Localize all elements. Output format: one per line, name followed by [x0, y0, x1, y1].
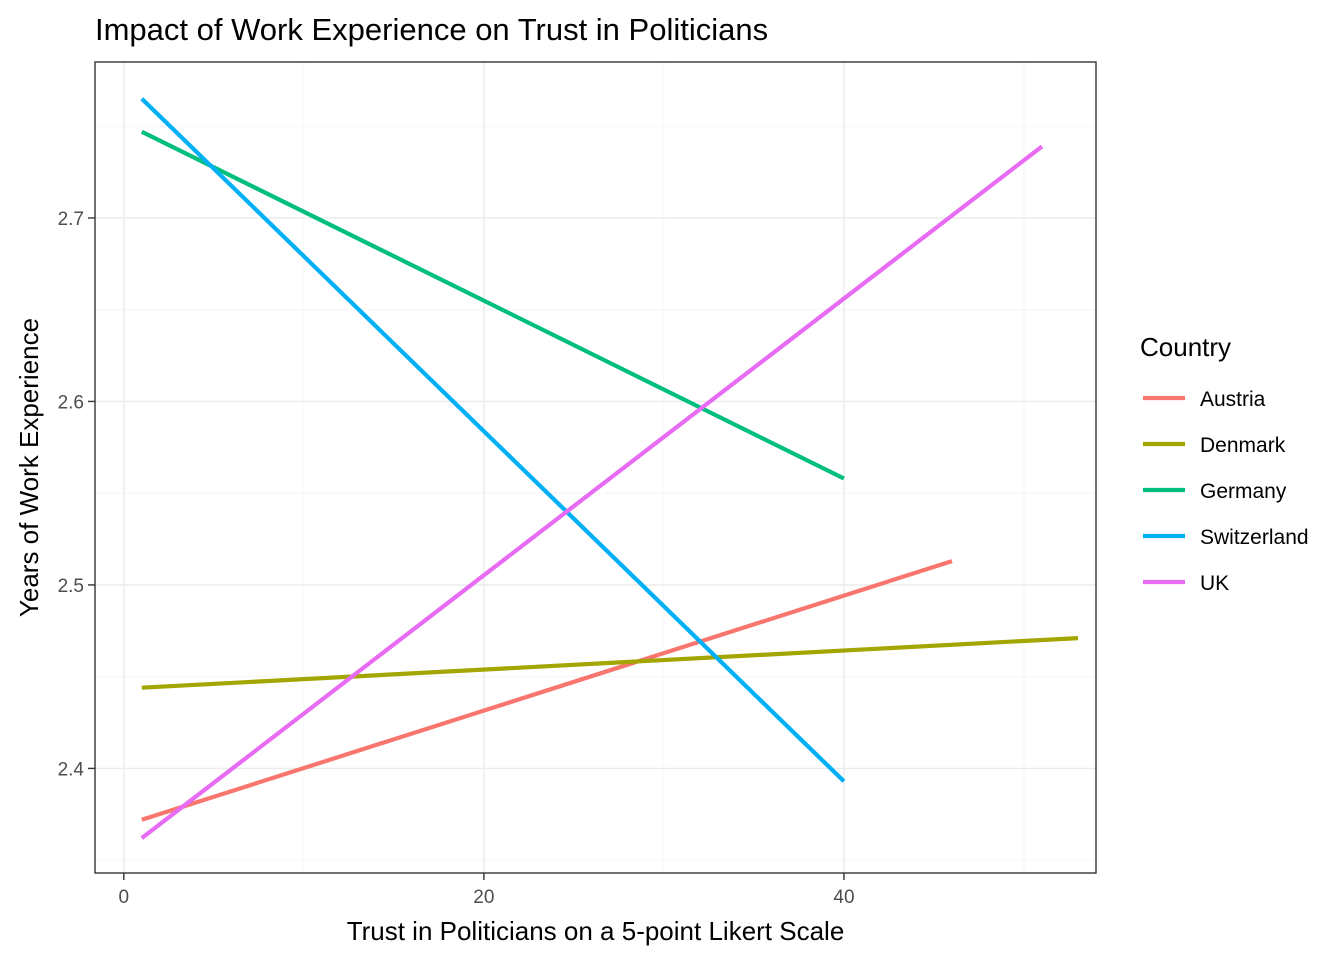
chart-title: Impact of Work Experience on Trust in Po… [95, 12, 768, 47]
x-tick-label: 40 [833, 887, 854, 908]
legend-label-denmark: Denmark [1200, 434, 1286, 457]
x-tick-label: 0 [119, 887, 130, 908]
x-axis-title: Trust in Politicians on a 5-point Likert… [347, 916, 845, 946]
legend-label-germany: Germany [1200, 480, 1287, 503]
plot-panel [94, 61, 1097, 874]
series-line-austria [141, 559, 953, 822]
series-line-denmark [141, 636, 1079, 690]
legend-label-uk: UK [1200, 572, 1229, 595]
legend-items: Austria Denmark Germany Switzerland UK [1143, 388, 1309, 595]
series-lines [140, 97, 1079, 840]
legend-label-switzerland: Switzerland [1200, 526, 1309, 549]
series-line-uk [140, 144, 1044, 840]
y-axis-title: Years of Work Experience [14, 318, 44, 617]
y-tick-label: 2.5 [58, 576, 84, 597]
series-line-switzerland [140, 97, 846, 783]
y-tick-label: 2.6 [58, 392, 84, 413]
x-tick-label: 20 [473, 887, 494, 908]
legend: Country Austria Denmark Germany Switzerland… [1140, 332, 1309, 595]
legend-label-austria: Austria [1200, 388, 1266, 411]
y-tick-label: 2.4 [58, 759, 85, 780]
legend-title: Country [1140, 332, 1231, 362]
series-line-germany [140, 129, 845, 481]
axes: 0 20 40 2.4 2.5 2.6 2.7 [58, 209, 855, 908]
y-tick-label: 2.7 [58, 209, 84, 230]
